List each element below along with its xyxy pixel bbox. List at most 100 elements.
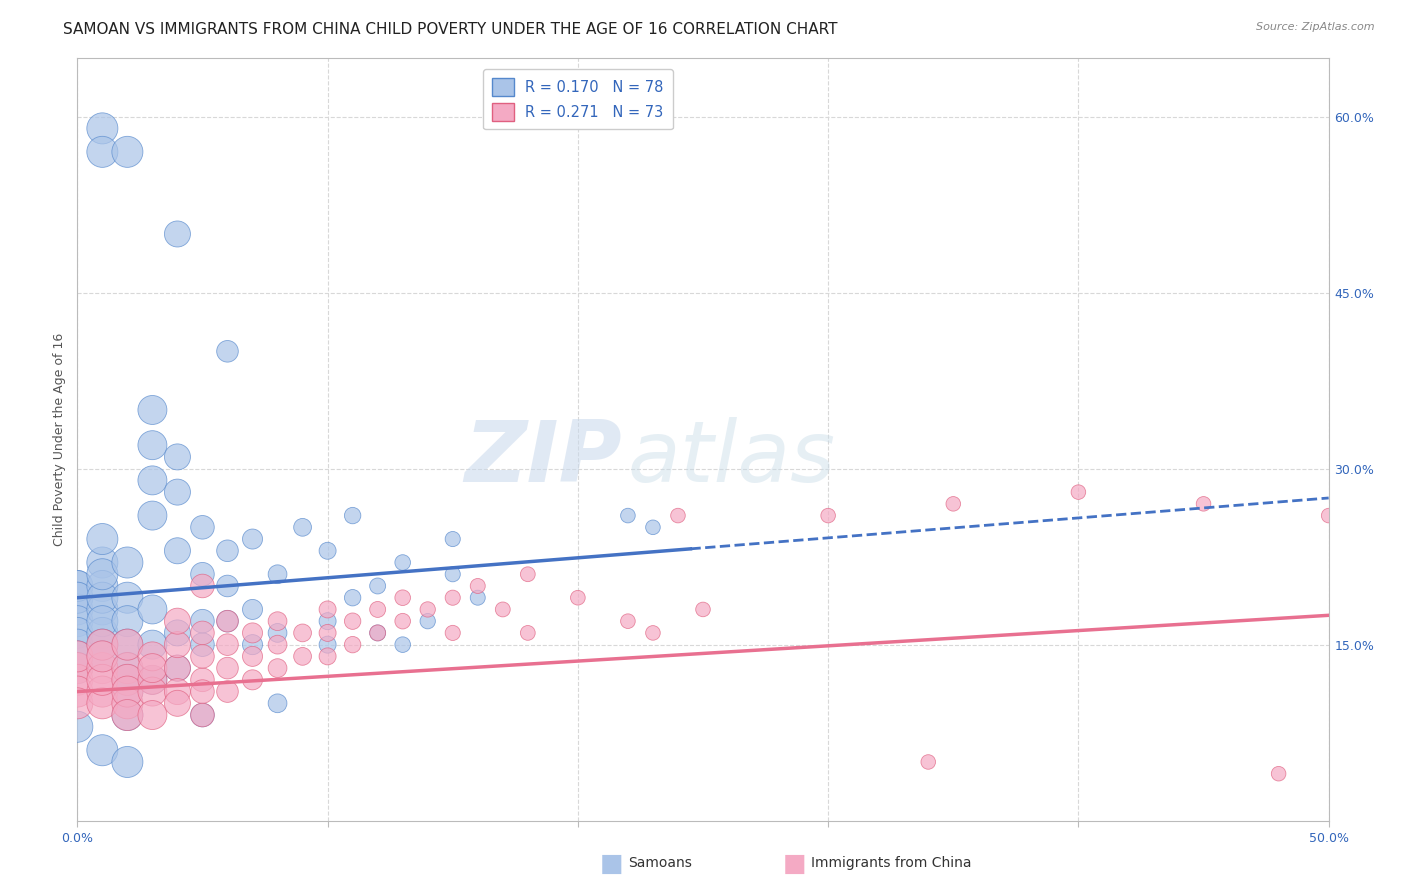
- Legend: R = 0.170   N = 78, R = 0.271   N = 73: R = 0.170 N = 78, R = 0.271 N = 73: [484, 69, 672, 129]
- Point: [91, 626, 114, 640]
- Point: [291, 649, 314, 664]
- Point: [441, 567, 464, 582]
- Point: [117, 556, 139, 570]
- Text: SAMOAN VS IMMIGRANTS FROM CHINA CHILD POVERTY UNDER THE AGE OF 16 CORRELATION CH: SAMOAN VS IMMIGRANTS FROM CHINA CHILD PO…: [63, 22, 838, 37]
- Point: [391, 614, 413, 628]
- Point: [617, 508, 640, 523]
- Point: [141, 673, 163, 687]
- Point: [117, 614, 139, 628]
- Point: [91, 145, 114, 159]
- Point: [117, 684, 139, 698]
- Point: [141, 661, 163, 675]
- Point: [117, 661, 139, 675]
- Point: [66, 591, 89, 605]
- Point: [166, 227, 188, 241]
- Point: [91, 673, 114, 687]
- Point: [117, 708, 139, 723]
- Point: [467, 591, 489, 605]
- Point: [141, 508, 163, 523]
- Point: [316, 626, 339, 640]
- Point: [266, 638, 288, 652]
- Point: [91, 579, 114, 593]
- Point: [191, 626, 214, 640]
- Point: [141, 649, 163, 664]
- Point: [91, 661, 114, 675]
- Point: [117, 673, 139, 687]
- Point: [117, 673, 139, 687]
- Point: [217, 684, 239, 698]
- Point: [1267, 766, 1289, 780]
- Point: [166, 543, 188, 558]
- Point: [1192, 497, 1215, 511]
- Point: [66, 720, 89, 734]
- Point: [441, 532, 464, 546]
- Point: [66, 614, 89, 628]
- Point: [91, 602, 114, 616]
- Point: [492, 602, 515, 616]
- Point: [191, 638, 214, 652]
- Text: ■: ■: [600, 852, 623, 875]
- Point: [617, 614, 640, 628]
- Point: [166, 614, 188, 628]
- Point: [641, 520, 664, 534]
- Point: [117, 638, 139, 652]
- Point: [191, 520, 214, 534]
- Point: [91, 649, 114, 664]
- Point: [91, 567, 114, 582]
- Point: [91, 121, 114, 136]
- Point: [191, 708, 214, 723]
- Point: [367, 579, 389, 593]
- Point: [391, 638, 413, 652]
- Point: [117, 591, 139, 605]
- Point: [416, 614, 439, 628]
- Point: [66, 579, 89, 593]
- Point: [117, 638, 139, 652]
- Point: [641, 626, 664, 640]
- Point: [117, 755, 139, 769]
- Point: [141, 708, 163, 723]
- Point: [91, 532, 114, 546]
- Point: [217, 638, 239, 652]
- Text: Source: ZipAtlas.com: Source: ZipAtlas.com: [1257, 22, 1375, 32]
- Point: [191, 673, 214, 687]
- Point: [467, 579, 489, 593]
- Point: [342, 614, 364, 628]
- Point: [367, 626, 389, 640]
- Point: [342, 591, 364, 605]
- Point: [117, 708, 139, 723]
- Text: Samoans: Samoans: [628, 856, 692, 871]
- Point: [342, 638, 364, 652]
- Point: [66, 661, 89, 675]
- Point: [91, 614, 114, 628]
- Text: ■: ■: [783, 852, 806, 875]
- Point: [367, 602, 389, 616]
- Point: [316, 614, 339, 628]
- Point: [117, 684, 139, 698]
- Point: [242, 626, 264, 640]
- Point: [66, 673, 89, 687]
- Point: [391, 556, 413, 570]
- Point: [117, 661, 139, 675]
- Point: [91, 638, 114, 652]
- Point: [242, 602, 264, 616]
- Point: [166, 661, 188, 675]
- Point: [166, 485, 188, 500]
- Point: [66, 579, 89, 593]
- Point: [166, 450, 188, 464]
- Point: [1317, 508, 1340, 523]
- Point: [316, 649, 339, 664]
- Point: [217, 661, 239, 675]
- Point: [91, 556, 114, 570]
- Point: [917, 755, 939, 769]
- Point: [91, 638, 114, 652]
- Point: [191, 567, 214, 582]
- Point: [141, 403, 163, 417]
- Point: [191, 684, 214, 698]
- Point: [66, 638, 89, 652]
- Point: [217, 614, 239, 628]
- Point: [66, 696, 89, 710]
- Point: [217, 344, 239, 359]
- Point: [191, 579, 214, 593]
- Point: [191, 708, 214, 723]
- Point: [66, 626, 89, 640]
